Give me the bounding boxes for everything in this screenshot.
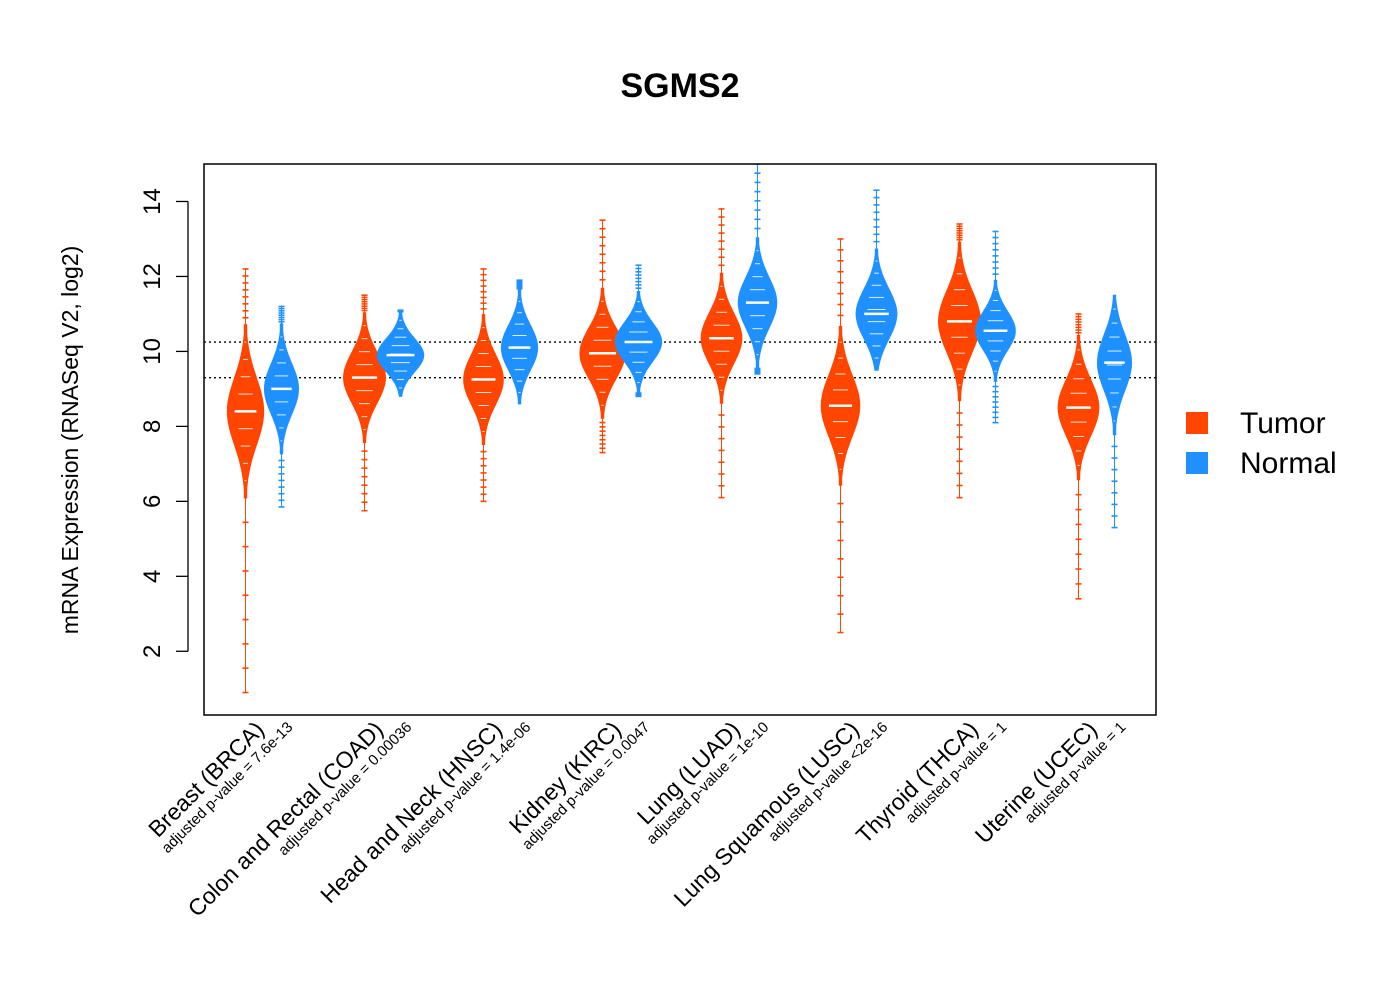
legend: Tumor Normal	[1186, 407, 1337, 480]
group-8-normal-violin	[1097, 294, 1132, 529]
group-5-tumor-violin	[700, 208, 743, 499]
legend-swatch-normal	[1186, 452, 1208, 474]
legend-label-tumor: Tumor	[1240, 407, 1326, 440]
x-axis-labels: Breast (BRCA)adjusted p-value = 7.6e-13C…	[143, 716, 1129, 921]
y-tick-label-6: 6	[139, 495, 166, 508]
y-tick-label-2: 2	[139, 645, 166, 658]
group-7-tumor-violin	[937, 223, 982, 499]
y-tick-label-4: 4	[139, 570, 166, 583]
group-1-normal-violin	[263, 305, 300, 508]
y-tick-label-14: 14	[139, 188, 166, 215]
group-4-normal-violin	[614, 264, 663, 398]
y-axis: 2 4 6 8 10 12 14	[139, 188, 189, 658]
group-2-tumor-violin	[342, 294, 387, 512]
legend-label-normal: Normal	[1240, 447, 1337, 480]
x-label-group-1: Breast (BRCA)	[143, 716, 269, 842]
group-3-normal-violin	[500, 279, 539, 405]
y-tick-label-12: 12	[139, 263, 166, 290]
group-8-tumor-violin	[1057, 313, 1100, 600]
group-4-tumor-violin	[579, 219, 626, 454]
group-6-tumor-violin	[820, 238, 861, 634]
y-axis-label: mRNA Expression (RNASeq V2, log2)	[57, 246, 83, 635]
plot-layer	[204, 164, 1156, 694]
legend-swatch-tumor	[1186, 412, 1208, 434]
plot-frame	[203, 163, 1157, 716]
x-label-group-2: Colon and Rectal (COAD)	[183, 716, 388, 921]
group-3-tumor-violin	[463, 268, 504, 503]
group-1-tumor-violin	[226, 268, 265, 694]
y-tick-label-8: 8	[139, 420, 166, 433]
group-5-normal-violin	[737, 164, 778, 375]
group-6-normal-violin	[855, 189, 898, 371]
y-tick-label-10: 10	[139, 338, 166, 365]
chart-title: SGMS2	[620, 67, 739, 105]
group-7-normal-violin	[975, 230, 1016, 424]
group-2-normal-violin	[376, 309, 425, 397]
violin-area	[204, 164, 1156, 694]
